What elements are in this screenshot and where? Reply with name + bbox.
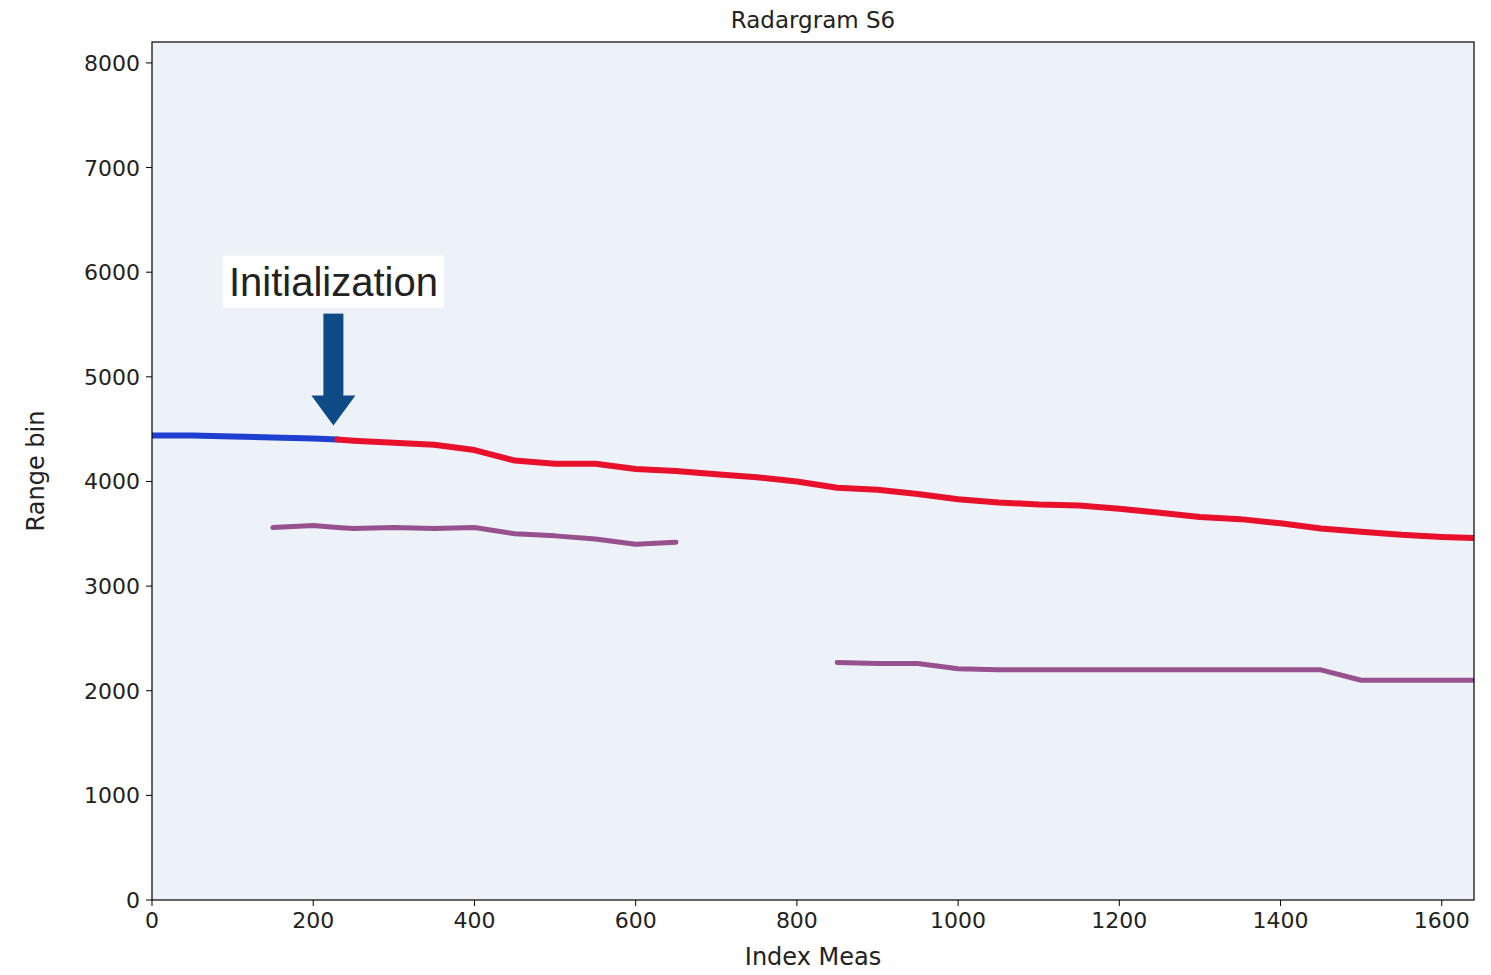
y-tick [146,167,152,168]
x-tick-label: 1200 [1091,908,1147,933]
series-line [273,525,676,544]
x-tick [1280,900,1281,906]
y-axis-title: Range bin [22,411,50,532]
plot-background [152,42,1474,900]
x-tick-label: 1000 [930,908,986,933]
y-tick-label: 3000 [84,574,140,599]
x-tick-label: 0 [145,908,159,933]
x-tick [796,900,797,906]
chart: 0 200 400 600 800 1000 1200 1400 1600 0 1000 2000 30… [0,0,1491,975]
plot-frame [152,42,1474,900]
y-tick [146,376,152,377]
x-tick-label: 1400 [1253,908,1309,933]
series-line [337,440,1474,538]
x-tick-label: 1600 [1414,908,1470,933]
y-tick [146,586,152,587]
x-axis-title: Index Meas [745,943,881,971]
y-tick [146,62,152,63]
annotation: Initialization [223,256,444,426]
y-tick-label: 4000 [84,469,140,494]
y-tick [146,900,152,901]
x-tick-label: 800 [776,908,818,933]
x-tick-label: 400 [453,908,495,933]
arrow-head [311,396,355,426]
y-tick [146,481,152,482]
series-line [152,435,337,439]
x-tick [152,900,153,906]
x-tick [313,900,314,906]
y-tick-label: 8000 [84,51,140,76]
y-tick-label: 2000 [84,679,140,704]
x-tick [1119,900,1120,906]
x-tick [1441,900,1442,906]
annotation-text: Initialization [229,260,438,304]
y-tick-label: 0 [126,888,140,913]
y-tick [146,795,152,796]
x-tick [474,900,475,906]
arrow-shaft [323,314,343,398]
series-group [152,435,1474,680]
y-tick-label: 5000 [84,365,140,390]
x-tick [635,900,636,906]
y-tick-label: 7000 [84,156,140,181]
annotation-box [223,256,444,308]
y-tick [146,272,152,273]
x-tick-label: 200 [292,908,334,933]
y-tick [146,690,152,691]
x-tick-label: 600 [615,908,657,933]
title: Radargram S6 [731,7,895,33]
series-line [837,662,1474,680]
x-tick [958,900,959,906]
y-tick-label: 6000 [84,260,140,285]
y-tick-label: 1000 [84,783,140,808]
